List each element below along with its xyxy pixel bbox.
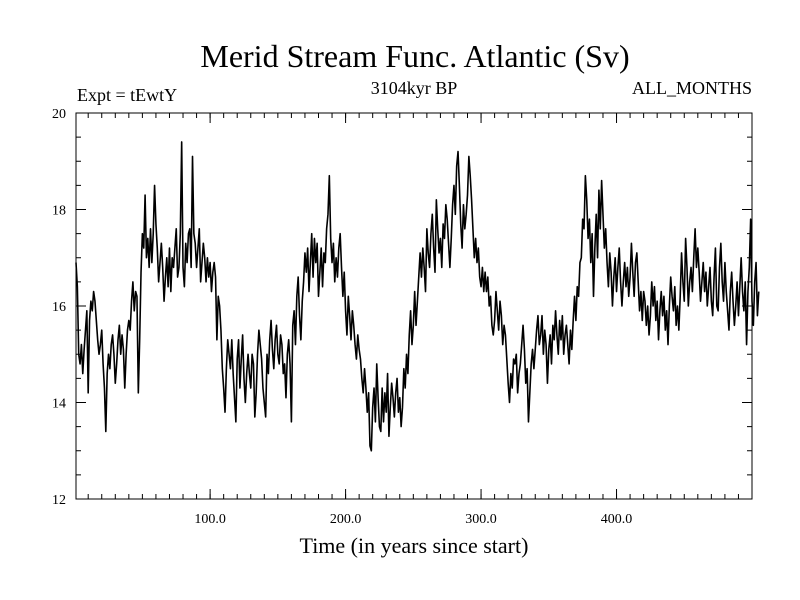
y-tick-labels: 12 14 16 18 20	[52, 107, 66, 508]
months-label: ALL_MONTHS	[632, 78, 752, 98]
x-tick-label: 100.0	[194, 512, 226, 527]
x-tick-label: 300.0	[465, 512, 497, 527]
experiment-label: Expt = tEwtY	[77, 85, 177, 105]
x-tick-labels: 100.0 200.0 300.0 400.0	[194, 512, 632, 527]
y-tick-label: 20	[52, 107, 66, 122]
y-tick-label: 16	[52, 300, 66, 315]
x-tick-label: 400.0	[601, 512, 633, 527]
x-tick-label: 200.0	[330, 512, 362, 527]
y-tick-label: 14	[52, 397, 66, 412]
y-tick-label: 12	[52, 493, 66, 508]
period-label: 3104kyr BP	[371, 78, 458, 98]
chart-title: Merid Stream Func. Atlantic (Sv)	[200, 38, 629, 74]
series-line	[75, 141, 760, 452]
y-tick-label: 18	[52, 204, 66, 219]
x-axis-label: Time (in years since start)	[300, 533, 529, 558]
